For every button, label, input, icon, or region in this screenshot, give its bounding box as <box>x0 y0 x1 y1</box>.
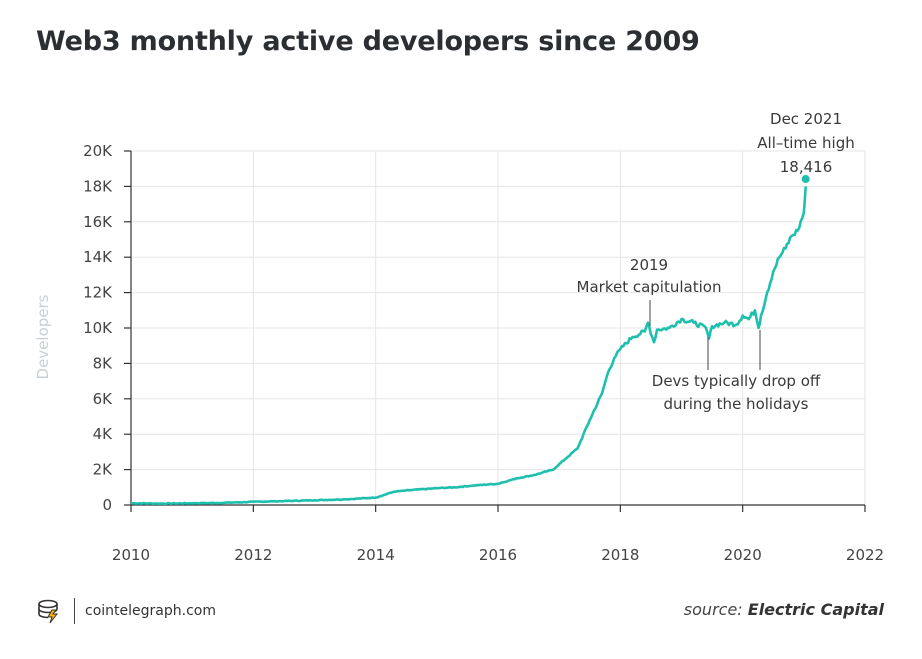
series-line <box>130 186 807 506</box>
y-tick-label: 6K <box>93 390 114 408</box>
annotations: Dec 2021 All–time high 18,416 2019 Market ca… <box>577 110 855 413</box>
brand-link[interactable]: cointelegraph.com <box>85 603 216 619</box>
footer: cointelegraph.com <box>36 596 886 626</box>
x-tick-label: 2016 <box>479 546 517 564</box>
source-credit: source: Electric Capital <box>684 600 884 619</box>
cointelegraph-logo-icon <box>36 598 62 624</box>
x-tick-labels: 2010 2012 2014 2016 2018 2020 2022 <box>112 546 884 564</box>
y-tick-label: 16K <box>83 213 113 231</box>
source-prefix: source: <box>683 600 743 619</box>
y-axis-label: Developers <box>34 294 52 379</box>
y-tick-label: 10K <box>83 319 113 337</box>
x-tick-label: 2014 <box>357 546 395 564</box>
annotation-ath-line: Dec 2021 <box>770 110 842 128</box>
annotation-capitulation-line: Market capitulation <box>577 278 722 296</box>
gridlines <box>131 150 866 505</box>
source-name: Electric Capital <box>747 600 884 619</box>
annotation-ath-line: 18,416 <box>780 158 833 176</box>
axes <box>124 150 866 512</box>
annotation-holidays-line: Devs typically drop off <box>652 372 821 390</box>
x-tick-label: 2012 <box>234 546 272 564</box>
x-tick-label: 2022 <box>846 546 884 564</box>
chart-title: Web3 monthly active developers since 200… <box>36 26 700 57</box>
all-time-high-point <box>801 175 810 184</box>
annotation-capitulation-line: 2019 <box>630 256 668 274</box>
annotation-ath-line: All–time high <box>757 134 854 152</box>
x-tick-label: 2020 <box>724 546 762 564</box>
series-group <box>130 175 810 506</box>
y-tick-label: 2K <box>93 461 114 479</box>
annotation-holidays-line: during the holidays <box>664 395 809 413</box>
y-tick-label: 8K <box>93 354 114 372</box>
y-tick-label: 18K <box>83 177 113 195</box>
y-tick-label: 20K <box>83 142 113 160</box>
y-tick-label: 14K <box>83 248 113 266</box>
y-tick-label: 4K <box>93 425 114 443</box>
y-tick-labels: 0 2K 4K 6K 8K 10K 12K 14K 16K 18K 20K <box>83 142 113 514</box>
x-tick-label: 2010 <box>112 546 150 564</box>
y-tick-label: 12K <box>83 284 113 302</box>
y-tick-label: 0 <box>102 496 112 514</box>
x-tick-label: 2018 <box>601 546 639 564</box>
footer-divider <box>74 598 75 624</box>
